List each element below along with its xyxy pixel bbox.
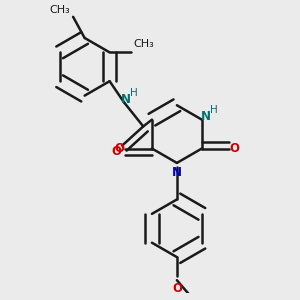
Text: N: N — [201, 110, 211, 123]
Text: O: O — [172, 282, 182, 295]
Text: H: H — [130, 88, 137, 98]
Text: N: N — [121, 93, 131, 106]
Text: CH₃: CH₃ — [50, 5, 70, 15]
Text: N: N — [172, 166, 182, 179]
Text: H: H — [211, 105, 218, 115]
Text: O: O — [114, 142, 124, 155]
Text: O: O — [111, 145, 121, 158]
Text: O: O — [230, 142, 240, 155]
Text: CH₃: CH₃ — [134, 38, 154, 49]
